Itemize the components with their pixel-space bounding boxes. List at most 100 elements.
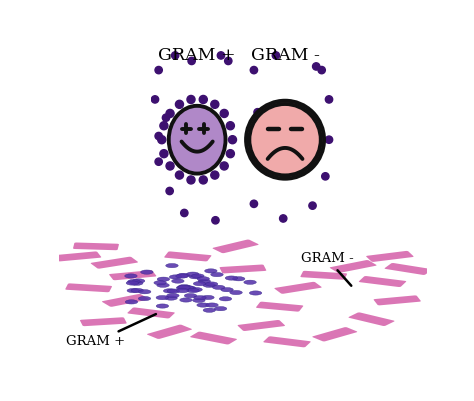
Circle shape bbox=[151, 96, 159, 103]
Circle shape bbox=[190, 288, 202, 292]
Circle shape bbox=[157, 283, 169, 288]
Circle shape bbox=[184, 294, 197, 298]
Text: GRAM +: GRAM + bbox=[158, 47, 236, 64]
Circle shape bbox=[246, 101, 324, 179]
Circle shape bbox=[191, 274, 204, 278]
FancyBboxPatch shape bbox=[164, 251, 211, 261]
Circle shape bbox=[272, 52, 280, 59]
Circle shape bbox=[166, 187, 173, 194]
Circle shape bbox=[131, 288, 144, 293]
Circle shape bbox=[228, 136, 237, 144]
Circle shape bbox=[175, 171, 183, 179]
FancyBboxPatch shape bbox=[274, 282, 322, 294]
Circle shape bbox=[230, 290, 242, 295]
Circle shape bbox=[138, 290, 151, 294]
Circle shape bbox=[193, 282, 206, 286]
Circle shape bbox=[172, 279, 184, 283]
Circle shape bbox=[203, 283, 216, 288]
Circle shape bbox=[217, 52, 225, 59]
FancyBboxPatch shape bbox=[374, 296, 421, 305]
Circle shape bbox=[180, 298, 192, 302]
Circle shape bbox=[226, 150, 234, 158]
Circle shape bbox=[138, 296, 151, 301]
Circle shape bbox=[198, 279, 210, 284]
Circle shape bbox=[125, 274, 137, 278]
Circle shape bbox=[172, 52, 179, 59]
Circle shape bbox=[187, 272, 199, 276]
Circle shape bbox=[212, 217, 219, 224]
Text: GRAM -: GRAM - bbox=[301, 252, 354, 286]
Circle shape bbox=[309, 202, 316, 209]
FancyBboxPatch shape bbox=[147, 324, 192, 339]
Circle shape bbox=[250, 200, 257, 207]
Circle shape bbox=[160, 150, 168, 158]
Circle shape bbox=[166, 109, 174, 117]
Circle shape bbox=[128, 279, 140, 284]
Circle shape bbox=[211, 100, 219, 108]
Circle shape bbox=[178, 286, 190, 290]
Circle shape bbox=[226, 122, 234, 130]
Circle shape bbox=[211, 171, 219, 179]
Circle shape bbox=[167, 289, 180, 293]
Circle shape bbox=[178, 285, 191, 289]
FancyBboxPatch shape bbox=[312, 327, 357, 341]
Circle shape bbox=[164, 289, 176, 293]
FancyBboxPatch shape bbox=[73, 243, 119, 250]
Circle shape bbox=[187, 288, 199, 293]
FancyBboxPatch shape bbox=[366, 251, 414, 262]
Circle shape bbox=[232, 277, 245, 281]
Circle shape bbox=[157, 277, 170, 282]
Circle shape bbox=[205, 282, 218, 286]
Circle shape bbox=[141, 270, 153, 274]
Circle shape bbox=[197, 277, 210, 281]
Text: GRAM -: GRAM - bbox=[251, 47, 319, 64]
Circle shape bbox=[189, 275, 201, 279]
FancyBboxPatch shape bbox=[212, 239, 259, 253]
Text: GRAM +: GRAM + bbox=[66, 314, 156, 348]
Circle shape bbox=[155, 158, 162, 165]
Circle shape bbox=[244, 280, 256, 284]
Circle shape bbox=[177, 273, 190, 277]
Circle shape bbox=[249, 291, 262, 295]
Circle shape bbox=[162, 114, 170, 122]
Circle shape bbox=[325, 96, 333, 103]
Circle shape bbox=[166, 263, 178, 268]
Circle shape bbox=[130, 281, 143, 286]
Circle shape bbox=[199, 95, 207, 103]
FancyBboxPatch shape bbox=[237, 320, 285, 331]
Circle shape bbox=[318, 67, 325, 74]
Circle shape bbox=[203, 308, 216, 312]
FancyBboxPatch shape bbox=[329, 260, 377, 273]
Circle shape bbox=[167, 294, 179, 298]
Circle shape bbox=[181, 209, 188, 217]
FancyBboxPatch shape bbox=[219, 265, 266, 273]
Circle shape bbox=[175, 100, 183, 108]
Circle shape bbox=[126, 281, 138, 285]
FancyBboxPatch shape bbox=[91, 257, 138, 269]
Circle shape bbox=[250, 67, 257, 74]
Circle shape bbox=[220, 109, 228, 117]
Circle shape bbox=[155, 132, 162, 140]
Circle shape bbox=[194, 296, 206, 300]
FancyBboxPatch shape bbox=[190, 332, 237, 344]
Circle shape bbox=[169, 275, 182, 279]
FancyBboxPatch shape bbox=[263, 336, 311, 347]
FancyBboxPatch shape bbox=[65, 284, 112, 292]
Circle shape bbox=[187, 95, 195, 103]
Ellipse shape bbox=[169, 106, 226, 174]
Circle shape bbox=[312, 63, 320, 70]
Circle shape bbox=[156, 304, 169, 308]
Circle shape bbox=[176, 286, 189, 290]
Circle shape bbox=[220, 162, 228, 170]
FancyBboxPatch shape bbox=[128, 308, 175, 318]
Circle shape bbox=[192, 298, 205, 302]
Circle shape bbox=[206, 303, 218, 307]
Circle shape bbox=[225, 57, 232, 65]
Circle shape bbox=[160, 122, 168, 130]
FancyBboxPatch shape bbox=[102, 294, 149, 307]
Circle shape bbox=[125, 300, 138, 304]
Circle shape bbox=[176, 274, 188, 278]
Circle shape bbox=[280, 215, 287, 222]
FancyBboxPatch shape bbox=[359, 276, 406, 287]
Circle shape bbox=[205, 269, 217, 273]
